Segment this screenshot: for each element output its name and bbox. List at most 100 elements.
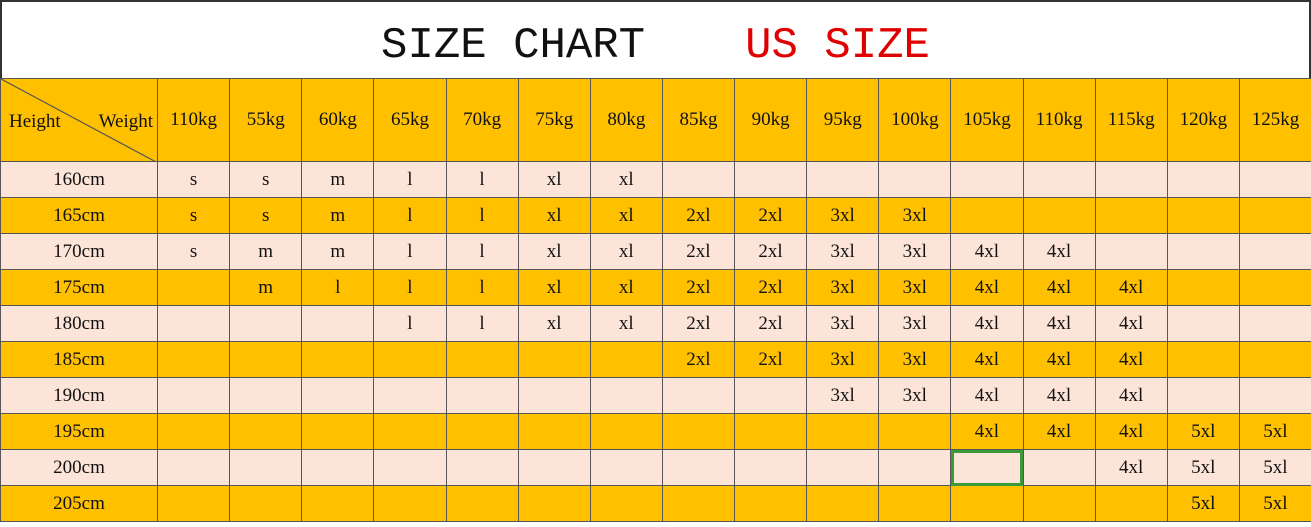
- size-cell: [589, 413, 663, 450]
- size-cell: [1238, 341, 1311, 378]
- size-cell: 4xl: [950, 377, 1024, 414]
- size-cell: 2xl: [661, 341, 736, 378]
- size-cell: [806, 413, 880, 450]
- row-header: 170cm: [0, 233, 158, 270]
- size-cell: l: [373, 233, 447, 270]
- size-cell: [1166, 233, 1240, 270]
- size-cell: 4xl: [1022, 305, 1096, 342]
- size-cell: [661, 161, 736, 198]
- size-cell: [517, 449, 591, 486]
- size-cell: 5xl: [1238, 485, 1311, 522]
- size-cell: m: [301, 161, 375, 198]
- size-cell: [878, 161, 952, 198]
- size-cell: [1238, 305, 1311, 342]
- size-cell: xl: [517, 161, 591, 198]
- row-header: 180cm: [0, 305, 158, 342]
- size-cell: [445, 377, 519, 414]
- size-cell: [1166, 269, 1240, 306]
- size-cell: [373, 449, 447, 486]
- size-cell: [661, 377, 736, 414]
- size-cell: [373, 485, 447, 522]
- size-cell: 4xl: [950, 413, 1024, 450]
- size-cell: [156, 305, 231, 342]
- row-header: 175cm: [0, 269, 158, 306]
- size-cell: 4xl: [1022, 233, 1096, 270]
- size-cell: [517, 413, 591, 450]
- size-cell: 2xl: [661, 197, 736, 234]
- size-cell: [950, 197, 1024, 234]
- size-cell: [229, 449, 303, 486]
- size-cell: s: [156, 233, 231, 270]
- column-header: 75kg: [517, 78, 591, 162]
- size-cell: 4xl: [1094, 413, 1168, 450]
- size-cell: [445, 341, 519, 378]
- size-cell: 5xl: [1238, 449, 1311, 486]
- size-cell: [1094, 485, 1168, 522]
- size-cell: 5xl: [1166, 449, 1240, 486]
- column-header: 90kg: [733, 78, 808, 162]
- size-cell: l: [445, 161, 519, 198]
- size-cell: [1022, 161, 1096, 198]
- column-header: 110kg: [156, 78, 231, 162]
- size-cell: 3xl: [878, 341, 952, 378]
- size-cell: [517, 377, 591, 414]
- size-cell: [156, 269, 231, 306]
- size-cell: l: [373, 161, 447, 198]
- size-cell: 5xl: [1238, 413, 1311, 450]
- size-cell: m: [301, 233, 375, 270]
- size-cell: s: [156, 197, 231, 234]
- column-header: 95kg: [806, 78, 880, 162]
- size-cell: [661, 449, 736, 486]
- size-cell: 4xl: [1094, 341, 1168, 378]
- size-cell: [1022, 449, 1096, 486]
- row-header: 190cm: [0, 377, 158, 414]
- size-cell: 3xl: [806, 269, 880, 306]
- size-cell: 2xl: [661, 233, 736, 270]
- column-header: 70kg: [445, 78, 519, 162]
- size-cell: [301, 449, 375, 486]
- size-cell: [373, 413, 447, 450]
- size-cell: 4xl: [950, 233, 1024, 270]
- size-cell: xl: [517, 305, 591, 342]
- row-header: 200cm: [0, 449, 158, 486]
- size-cell: [229, 485, 303, 522]
- size-cell: [1094, 197, 1168, 234]
- size-cell: [229, 341, 303, 378]
- size-cell: [589, 485, 663, 522]
- column-header: 105kg: [950, 78, 1024, 162]
- size-cell: 4xl: [950, 305, 1024, 342]
- size-cell: l: [445, 233, 519, 270]
- size-cell: 4xl: [1022, 377, 1096, 414]
- size-cell: [806, 449, 880, 486]
- size-cell: 3xl: [806, 341, 880, 378]
- size-cell: [589, 449, 663, 486]
- size-cell: 5xl: [1166, 413, 1240, 450]
- size-cell: 4xl: [1022, 269, 1096, 306]
- size-cell: xl: [517, 269, 591, 306]
- size-cell: [1166, 341, 1240, 378]
- size-cell: [1022, 485, 1096, 522]
- row-axis-label: Height: [9, 111, 61, 132]
- size-cell: 3xl: [806, 377, 880, 414]
- size-cell: [733, 161, 808, 198]
- row: 160cm s s m l l xl xl: [0, 161, 1311, 198]
- size-cell: [878, 449, 952, 486]
- size-cell: [1238, 161, 1311, 198]
- row: 205cm 5xl 5xl: [0, 485, 1311, 522]
- size-cell: [1238, 377, 1311, 414]
- size-cell: [156, 485, 231, 522]
- size-cell: l: [373, 197, 447, 234]
- size-cell: l: [445, 305, 519, 342]
- size-cell: s: [156, 161, 231, 198]
- size-cell: [156, 377, 231, 414]
- size-cell: 2xl: [661, 269, 736, 306]
- size-cell: 5xl: [1166, 485, 1240, 522]
- size-cell: l: [373, 305, 447, 342]
- column-header: 115kg: [1094, 78, 1168, 162]
- size-cell: 3xl: [878, 269, 952, 306]
- size-cell: 4xl: [1094, 377, 1168, 414]
- size-cell: [1238, 197, 1311, 234]
- row: 170cm s m m l l xl xl 2xl 2xl 3xl 3xl 4xl 4xl: [0, 233, 1311, 270]
- row-header: 195cm: [0, 413, 158, 450]
